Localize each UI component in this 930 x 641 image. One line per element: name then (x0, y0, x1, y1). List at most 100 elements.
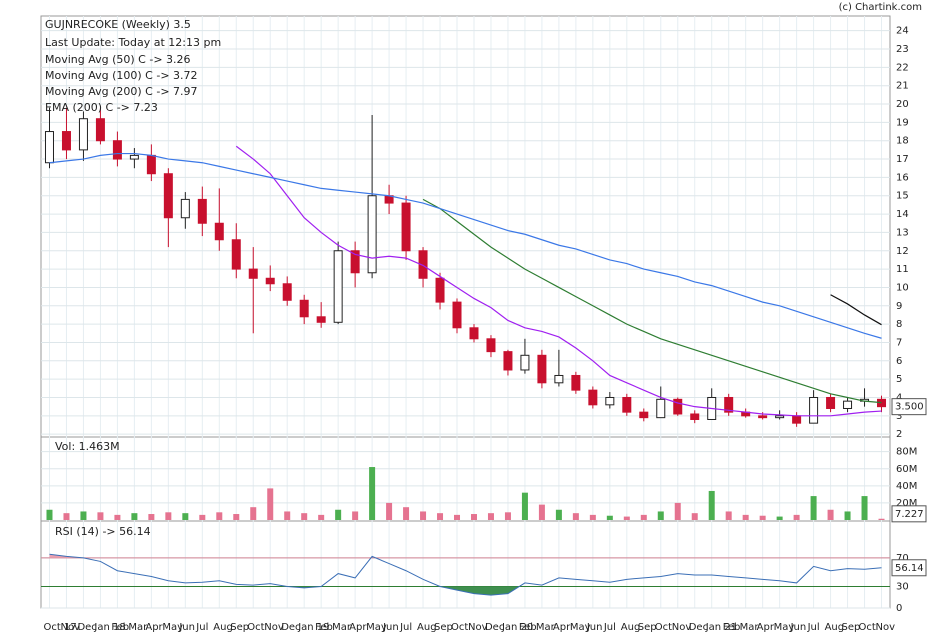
candle-body (520, 354, 530, 371)
candle-body (435, 277, 445, 303)
volume-bar (861, 496, 868, 520)
y-tick-label: 18 (896, 136, 909, 147)
ma-line (422, 198, 882, 404)
candle-body (605, 396, 615, 406)
candle-body (537, 354, 547, 384)
y-tick-label: 11 (896, 264, 909, 275)
y-tick-label: 40M (896, 481, 917, 492)
legend-entry: Moving Avg (100) C -> 3.72 (45, 69, 198, 82)
y-tick-label: 12 (896, 246, 909, 257)
volume-bar (589, 514, 596, 520)
candle-body (877, 398, 887, 408)
x-tick-label: Jul (603, 622, 616, 633)
volume-bar (301, 513, 308, 520)
candle-body (656, 398, 666, 419)
candle-body (792, 415, 802, 424)
candle-body (350, 250, 360, 274)
volume-bar (521, 492, 528, 520)
volume-bar (165, 512, 172, 520)
x-tick-label: Dec (281, 622, 300, 633)
y-tick-label: 13 (896, 227, 909, 238)
volume-bar (810, 496, 817, 520)
x-tick-label: Mar (536, 622, 556, 633)
volume-bar (63, 513, 70, 520)
volume-title: Vol: 1.463M (55, 440, 120, 453)
x-tick-label: May (366, 622, 387, 633)
x-tick-label: Oct (655, 622, 672, 633)
candle-body (163, 173, 173, 219)
candle-body (588, 389, 598, 406)
volume-bar (776, 516, 783, 520)
candle-body (231, 239, 241, 270)
ma-line (49, 152, 882, 339)
x-tick-label: Sep (638, 622, 657, 633)
candle-body (367, 195, 377, 274)
volume-bar (674, 502, 681, 520)
x-tick-label: Dec (485, 622, 504, 633)
candle-body (180, 198, 190, 219)
candle-body (129, 154, 139, 160)
x-tick-label: Nov (672, 622, 692, 633)
y-tick-label: 23 (896, 44, 909, 55)
volume-bar (725, 511, 732, 520)
volume-bar (437, 513, 444, 520)
y-tick-label: 19 (896, 117, 909, 128)
volume-bar (640, 514, 647, 520)
x-tick-label: Jan 20 (501, 622, 533, 633)
candle-body (622, 396, 632, 413)
x-tick-label: May (570, 622, 591, 633)
legend-entry: Moving Avg (200) C -> 7.97 (45, 85, 198, 98)
x-tick-label: Jan 19 (297, 622, 329, 633)
ma-line (235, 145, 882, 417)
x-tick-label: May (774, 622, 795, 633)
volume-bar (403, 507, 410, 520)
candle-body (333, 250, 343, 323)
y-tick-label: 8 (896, 319, 902, 330)
rsi-line (49, 553, 882, 596)
x-tick-label: Jun (790, 622, 807, 633)
volume-bar (623, 516, 630, 520)
volume-bar (250, 507, 257, 520)
candle-body (78, 118, 88, 151)
x-tick-label: Nov (468, 622, 488, 633)
y-tick-label: 7 (896, 337, 902, 348)
source: (c) Chartink.com (839, 2, 922, 13)
x-tick-label: Nov (60, 622, 80, 633)
candle-body (639, 411, 649, 419)
candle-body (282, 283, 292, 301)
chart-title: GUJNRECOKE (Weekly) 3.5 (45, 18, 191, 31)
candle-body (112, 140, 122, 160)
volume-marker-box (891, 505, 927, 523)
legend-entry: Moving Avg (50) C -> 3.26 (45, 53, 191, 66)
x-tick-label: Jan 18 (93, 622, 125, 633)
x-tick-label: Oct (247, 622, 264, 633)
candle-body (418, 250, 428, 279)
candle-body (95, 118, 105, 142)
candle-body (690, 413, 700, 420)
candle-body (401, 202, 411, 252)
x-tick-label: Nov (876, 622, 896, 633)
y-tick-label: 2 (896, 429, 902, 440)
volume-bar (216, 512, 223, 520)
volume-bar (369, 467, 376, 520)
candle-body (809, 396, 819, 424)
volume-bar (420, 511, 427, 520)
volume-bar (46, 509, 53, 520)
volume-bar (657, 511, 664, 520)
volume-bar (572, 513, 579, 520)
volume-bar (352, 511, 359, 520)
candle-body (214, 222, 224, 241)
subtitle: Last Update: Today at 12:13 pm (45, 36, 221, 49)
y-tick-label: 9 (896, 301, 902, 312)
volume-bar (131, 513, 138, 520)
candle-body (61, 131, 71, 151)
y-tick-label: 20M (896, 498, 917, 509)
candle-body (503, 351, 513, 371)
x-tick-label: Dec (77, 622, 96, 633)
candle-body (673, 398, 683, 415)
candle-body (554, 374, 564, 384)
x-tick-label: Mar (332, 622, 352, 633)
x-tick-label: Aug (825, 622, 845, 633)
